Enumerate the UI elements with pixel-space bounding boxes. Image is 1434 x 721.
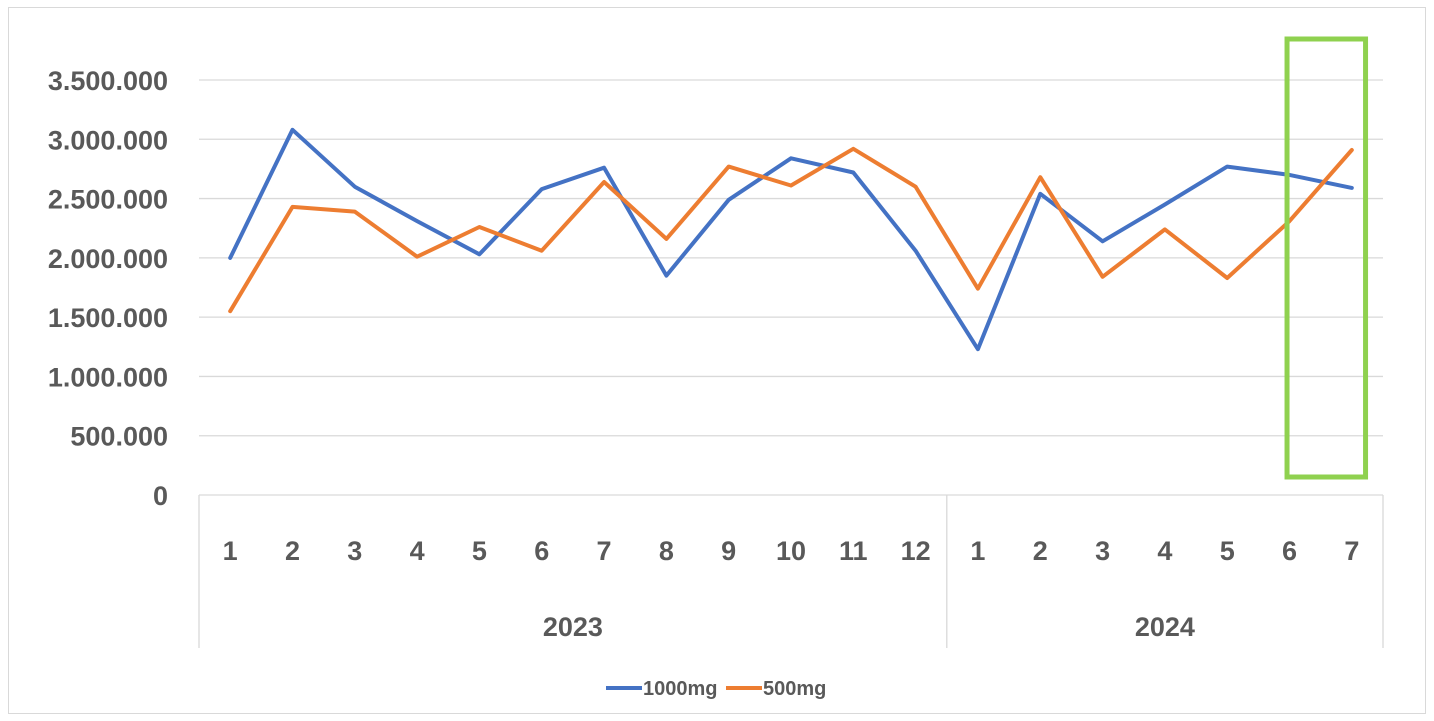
legend-label: 1000mg	[643, 678, 718, 700]
y-tick-label: 500.000	[70, 422, 168, 452]
x-tick-label: 6	[1282, 536, 1297, 566]
series-lines	[230, 130, 1352, 349]
x-tick-label: 9	[721, 536, 736, 566]
x-tick-label: 6	[534, 536, 549, 566]
legend: 1000mg 500mg	[606, 678, 826, 700]
x-tick-label: 7	[597, 536, 612, 566]
x-tick-label: 3	[347, 536, 362, 566]
x-tick-label: 2	[1033, 536, 1048, 566]
x-tick-label: 3	[1095, 536, 1110, 566]
x-tick-label: 5	[472, 536, 487, 566]
x-tick-label: 1	[223, 536, 238, 566]
group-label: 2023	[543, 612, 603, 642]
x-tick-label: 4	[1157, 536, 1172, 566]
x-tick-label: 11	[839, 536, 868, 566]
x-tick-label: 10	[776, 536, 806, 566]
x-tick-label: 5	[1220, 536, 1235, 566]
y-tick-label: 0	[153, 481, 168, 511]
y-tick-label: 1.500.000	[48, 303, 168, 333]
y-tick-label: 2.500.000	[48, 185, 168, 215]
y-tick-label: 3.500.000	[48, 66, 168, 96]
series-line-500mg	[230, 149, 1352, 311]
y-tick-label: 1.000.000	[48, 362, 168, 392]
y-tick-label: 2.000.000	[48, 244, 168, 274]
x-tick-label: 7	[1344, 536, 1359, 566]
y-axis-tick-labels: 0 500.000 1.000.000 1.500.000 2.000.000 2.500…	[48, 66, 168, 511]
x-tick-label: 4	[410, 536, 425, 566]
x-tick-label: 1	[970, 536, 985, 566]
x-tick-label: 12	[901, 536, 931, 566]
x-tick-label: 8	[659, 536, 674, 566]
y-tick-label: 3.000.000	[48, 125, 168, 155]
legend-label: 500mg	[763, 678, 826, 700]
series-line-1000mg	[230, 130, 1352, 349]
group-label: 2024	[1135, 612, 1195, 642]
gridlines	[199, 80, 1383, 495]
x-tick-label: 2	[285, 536, 300, 566]
